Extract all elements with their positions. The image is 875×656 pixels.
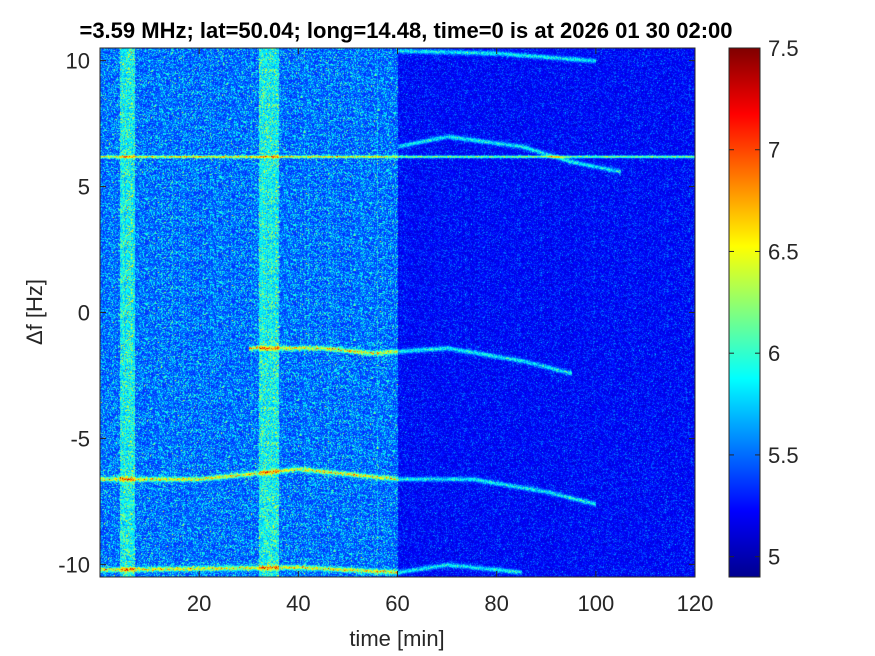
y-tick-label: 10 (66, 49, 90, 74)
x-axis-ticks: 20 40 60 80 100 120 (187, 48, 713, 616)
colorbar-tick-label: 6.5 (768, 239, 799, 264)
y-tick-label: 0 (78, 301, 90, 326)
x-tick-label: 40 (286, 591, 310, 616)
spectrogram-image (100, 48, 695, 577)
x-tick-label: 120 (677, 591, 714, 616)
colorbar-tick-label: 5.5 (768, 443, 799, 468)
x-tick-label: 100 (577, 591, 614, 616)
y-axis-ticks: 10 5 0 -5 -10 (58, 49, 695, 577)
x-axis-label: time [min] (349, 626, 444, 651)
y-axis-label: Δf [Hz] (22, 279, 47, 345)
y-tick-label: -10 (58, 552, 90, 577)
x-tick-label: 80 (484, 591, 508, 616)
colorbar-ticks: 7.5 7 6.5 6 5.5 5 (729, 36, 799, 570)
colorbar-tick-label: 7 (768, 138, 780, 163)
colorbar-tick-label: 5 (768, 545, 780, 570)
colorbar-tick-label: 6 (768, 341, 780, 366)
y-tick-label: -5 (70, 426, 90, 451)
x-tick-label: 20 (187, 591, 211, 616)
colorbar-tick-label: 7.5 (768, 36, 799, 61)
chart-title: =3.59 MHz; lat=50.04; long=14.48, time=0… (79, 18, 732, 43)
colorbar (728, 47, 761, 578)
x-tick-label: 60 (385, 591, 409, 616)
y-tick-label: 5 (78, 175, 90, 200)
